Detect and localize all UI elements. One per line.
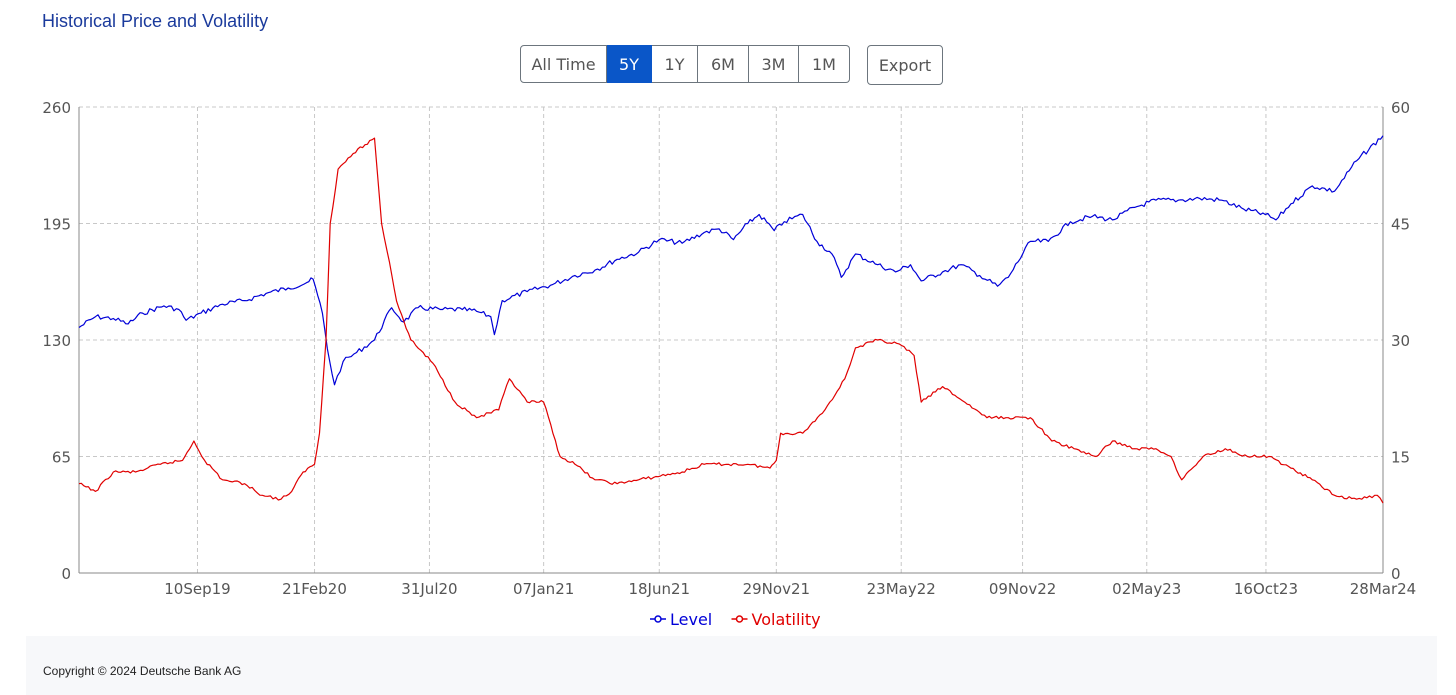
- range-button-1m[interactable]: 1M: [799, 45, 850, 83]
- y-right-tick-label: 30: [1391, 332, 1410, 350]
- series-lines: [78, 135, 1384, 504]
- y-left-tick-label: 0: [61, 565, 71, 583]
- legend-label: Level: [670, 610, 712, 629]
- x-tick-label: 02May23: [1112, 580, 1181, 598]
- series-line-level: [78, 135, 1384, 386]
- x-tick-label: 31Jul20: [401, 580, 457, 598]
- x-tick-label: 21Feb20: [282, 580, 347, 598]
- y-right-tick-label: 60: [1391, 99, 1410, 117]
- legend-marker-icon: [654, 615, 662, 623]
- legend-label: Volatility: [752, 610, 821, 629]
- range-button-all-time[interactable]: All Time: [520, 45, 607, 83]
- chart-legend[interactable]: Level Volatility: [650, 610, 821, 629]
- range-button-1y[interactable]: 1Y: [652, 45, 698, 83]
- y-right-tick-label: 0: [1391, 565, 1401, 583]
- x-tick-label: 18Jun21: [628, 580, 690, 598]
- chart-title: Historical Price and Volatility: [42, 11, 269, 31]
- copyright-text: Copyright © 2024 Deutsche Bank AG: [43, 664, 242, 678]
- range-button-5y[interactable]: 5Y: [607, 45, 652, 83]
- footer: Copyright © 2024 Deutsche Bank AG: [26, 636, 1437, 695]
- y-left-tick-label: 130: [42, 332, 71, 350]
- y-left-tick-label: 260: [42, 99, 71, 117]
- grid-lines: [79, 106, 1383, 573]
- y-right-tick-label: 15: [1391, 449, 1410, 467]
- export-button[interactable]: Export: [867, 45, 943, 85]
- x-tick-label: 07Jan21: [513, 580, 574, 598]
- chart-axes: 0 65 130 195 260 0 15 30 45 60 10Sep19 21Feb20 31Jul…: [42, 99, 1416, 598]
- x-tick-label: 09Nov22: [989, 580, 1056, 598]
- price-volatility-chart: 0 65 130 195 260 0 15 30 45 60 10Sep19 21Feb20 31Jul…: [42, 99, 1416, 629]
- x-tick-label: 28Mar24: [1350, 580, 1416, 598]
- x-tick-label: 10Sep19: [164, 580, 230, 598]
- legend-marker-icon: [735, 615, 744, 623]
- legend-item-level[interactable]: Level: [650, 610, 712, 629]
- range-button-6m[interactable]: 6M: [698, 45, 749, 83]
- legend-item-volatility[interactable]: Volatility: [731, 610, 821, 629]
- y-left-tick-label: 195: [42, 216, 71, 234]
- x-tick-label: 23May22: [867, 580, 936, 598]
- range-button-3m[interactable]: 3M: [749, 45, 799, 83]
- series-line-volatility: [78, 137, 1384, 504]
- y-right-tick-label: 45: [1391, 216, 1410, 234]
- x-tick-label: 29Nov21: [743, 580, 810, 598]
- y-left-tick-label: 65: [52, 449, 71, 467]
- range-selector: All Time 5Y 1Y 6M 3M 1M: [520, 45, 850, 83]
- x-tick-label: 16Oct23: [1234, 580, 1298, 598]
